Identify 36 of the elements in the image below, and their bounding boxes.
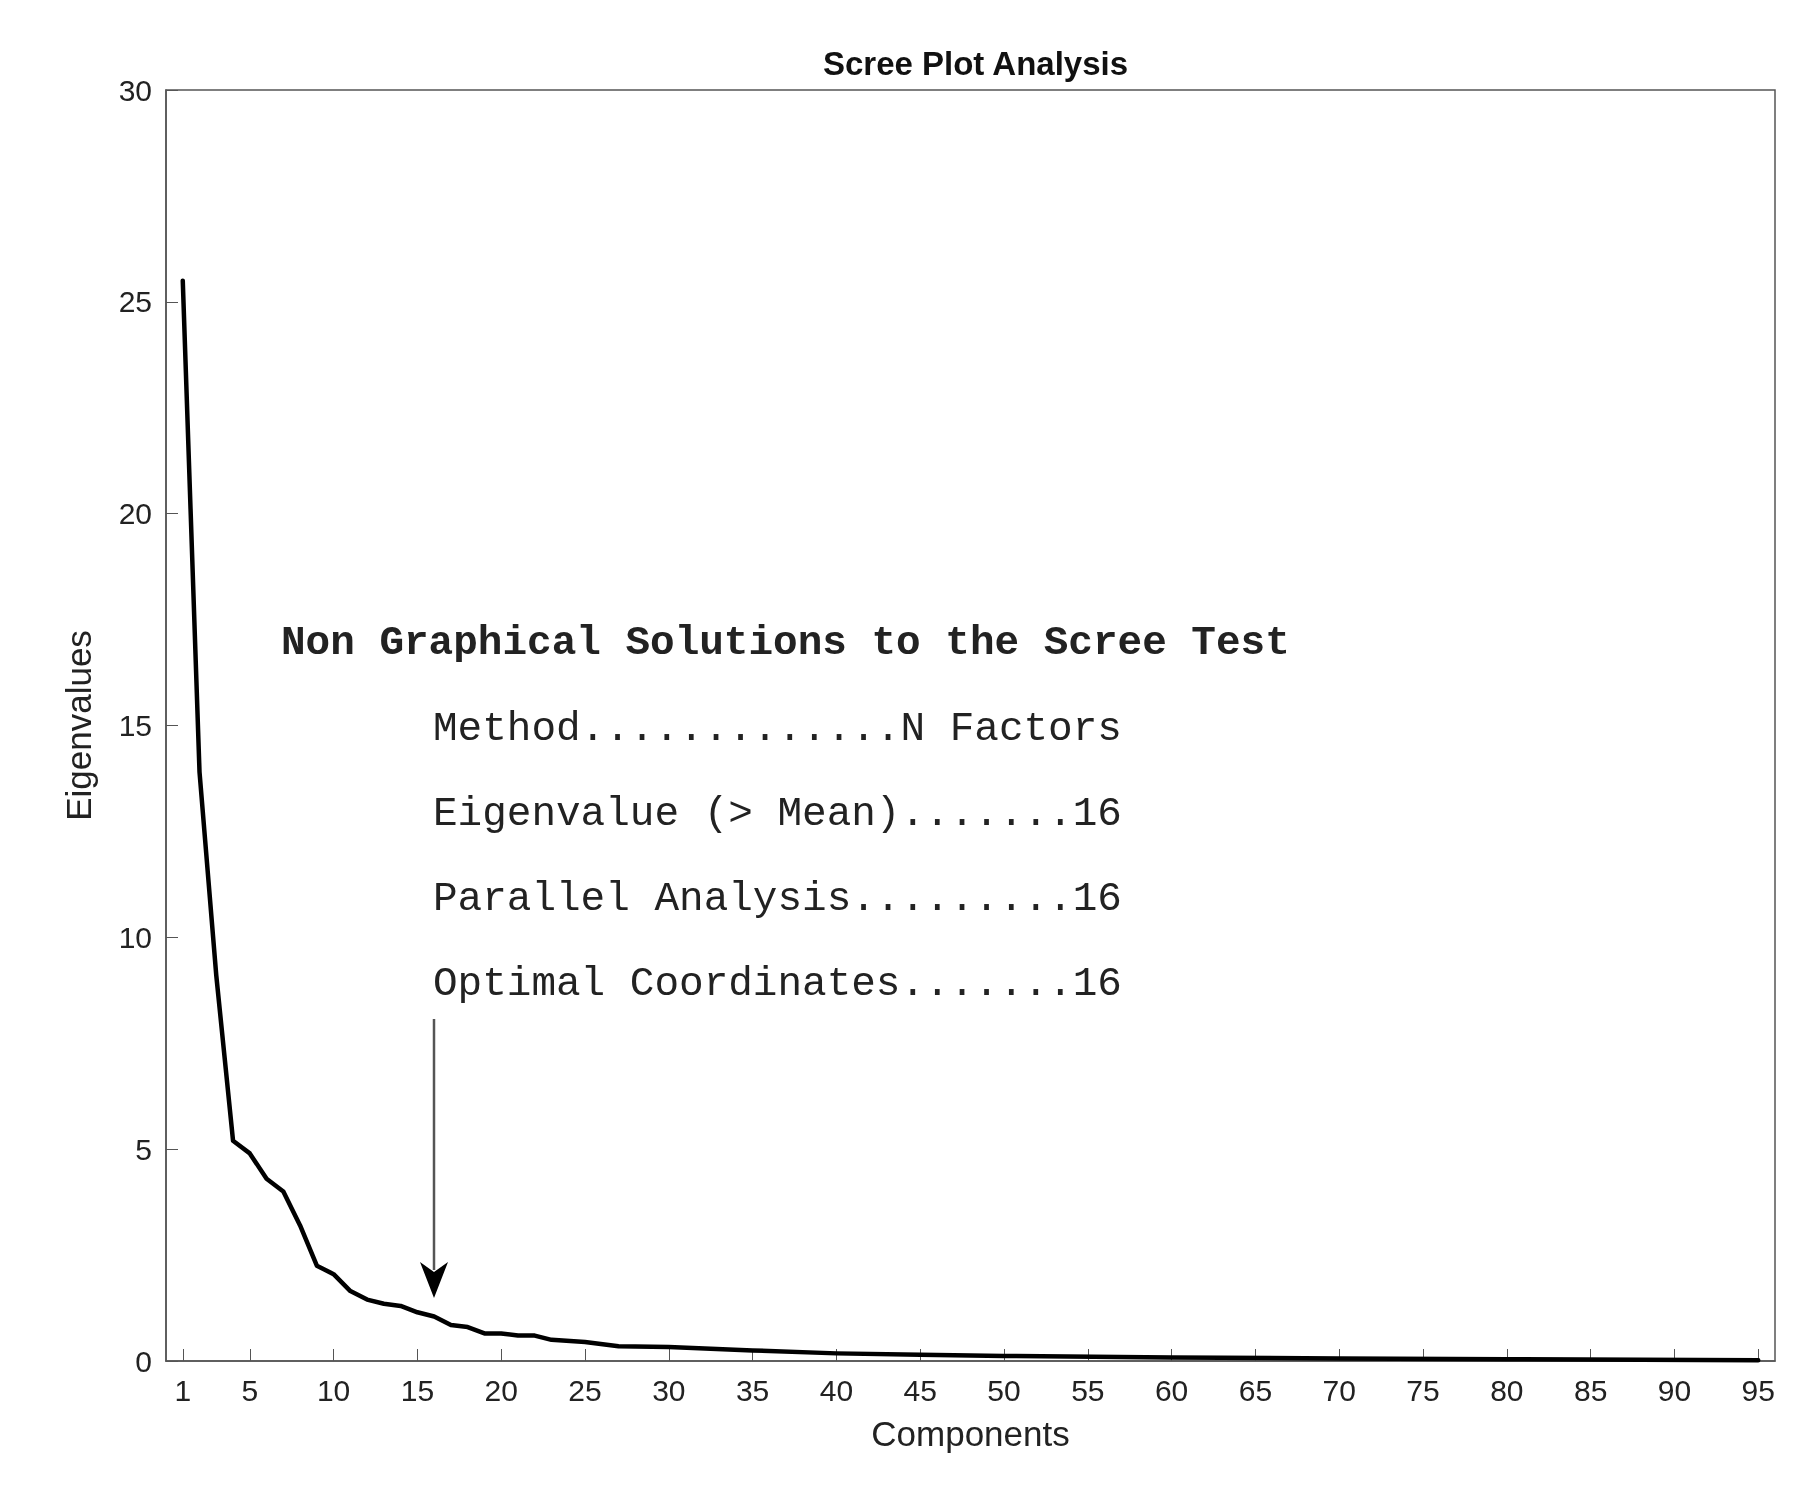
- y-tick-label: 20: [118, 497, 152, 531]
- x-tick-label: 60: [1154, 1373, 1189, 1407]
- x-tick-label: 30: [652, 1373, 686, 1407]
- x-tick-label: 5: [241, 1373, 259, 1407]
- x-tick-label: 15: [400, 1373, 435, 1407]
- x-tick-label: 35: [735, 1373, 770, 1407]
- x-tick-label: 50: [987, 1373, 1021, 1407]
- y-tick-label: 25: [118, 285, 152, 319]
- annotation: Method.............N Factors: [433, 705, 1122, 752]
- x-tick-label: 80: [1490, 1373, 1524, 1407]
- x-tick-label: 55: [1071, 1373, 1105, 1407]
- x-tick-label: 75: [1406, 1373, 1440, 1407]
- y-tick-label: 15: [118, 709, 152, 742]
- annotation: Non Graphical Solutions to the Scree Test: [281, 619, 1290, 666]
- y-tick-label: 30: [118, 73, 152, 107]
- x-tick-label: 1: [174, 1373, 192, 1407]
- chart-title: Scree Plot Analysis: [822, 45, 1129, 82]
- x-axis-title: Components: [871, 1414, 1070, 1453]
- x-tick-label: 10: [316, 1373, 351, 1407]
- x-tick-label: 90: [1657, 1373, 1692, 1407]
- x-tick-label: 95: [1741, 1373, 1775, 1407]
- annotation: Parallel Analysis.........16: [433, 875, 1122, 922]
- line-series: [180, 278, 1761, 1363]
- x-tick-label: 45: [903, 1373, 937, 1407]
- y-tick-label: 0: [135, 1344, 152, 1378]
- y-tick-label: 5: [135, 1132, 152, 1166]
- x-tick-label: 20: [484, 1373, 518, 1407]
- y-tick-label: 10: [118, 920, 152, 954]
- x-tick-label: 70: [1322, 1373, 1356, 1407]
- x-tick-label: 40: [819, 1373, 854, 1407]
- y-axis-title: Eigenvalues: [59, 630, 98, 821]
- annotation: Optimal Coordinates.......16: [433, 960, 1122, 1007]
- x-tick-label: 85: [1573, 1373, 1608, 1407]
- annotation: Eigenvalue (> Mean).......16: [433, 790, 1122, 837]
- x-tick-label: 25: [568, 1373, 602, 1407]
- x-tick-label: 65: [1238, 1373, 1273, 1407]
